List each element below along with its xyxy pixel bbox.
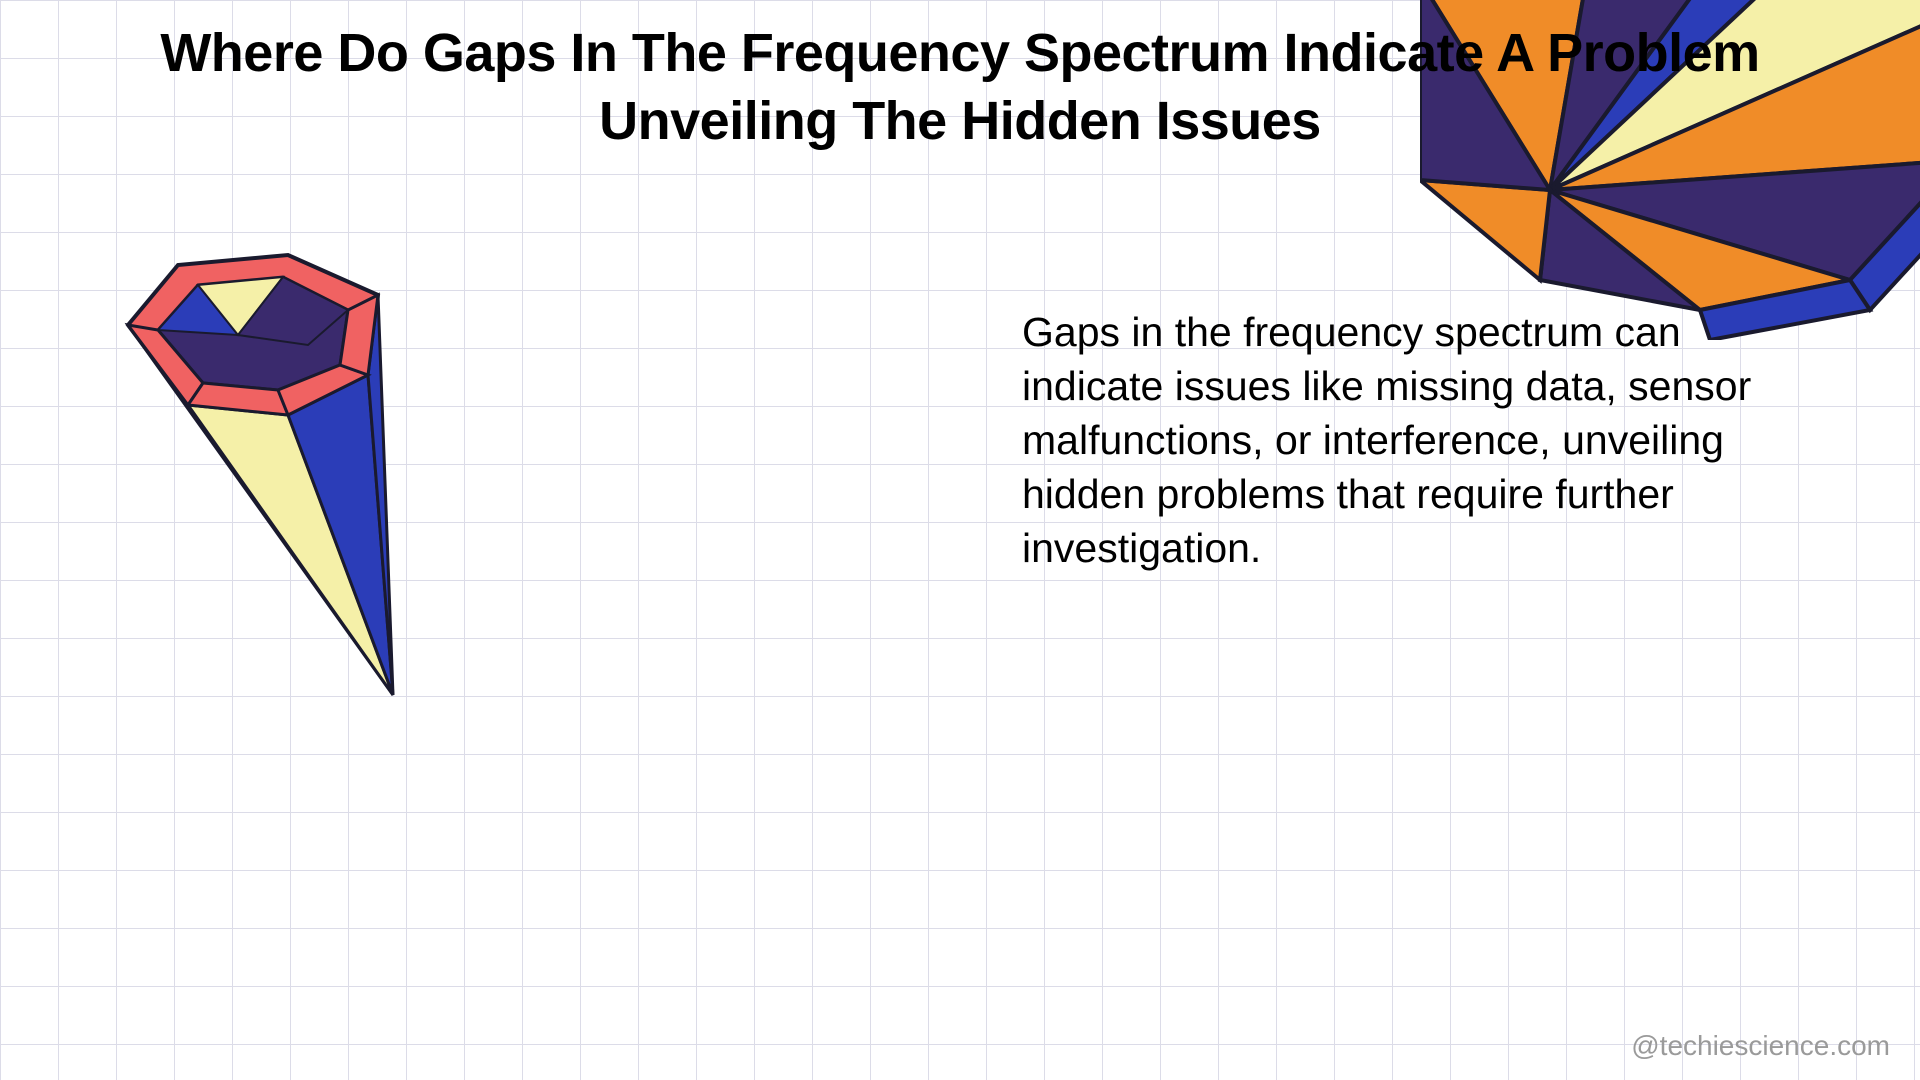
title-line-2: Unveiling The Hidden Issues [599,91,1321,151]
page-title: Where Do Gaps In The Frequency Spectrum … [0,20,1920,155]
cone-illustration [88,235,428,715]
body-text: Gaps in the frequency spectrum can indic… [1022,305,1782,576]
title-line-1: Where Do Gaps In The Frequency Spectrum … [160,23,1759,83]
attribution: @techiescience.com [1631,1030,1890,1062]
